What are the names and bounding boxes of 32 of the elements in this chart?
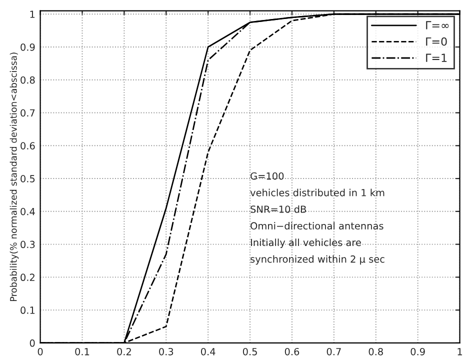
annotation: vehicles distributed in 1 km	[250, 188, 384, 196]
y-tick-label: 0.8	[20, 76, 35, 84]
x-tick-label: 0.6	[284, 348, 300, 356]
x-tick-label: 0.3	[159, 348, 174, 356]
legend-label: Γ=0	[426, 37, 447, 46]
y-tick-label: 0.5	[20, 175, 35, 182]
y-tick-label: 0.2	[20, 274, 34, 282]
legend-label: Γ=∞	[426, 21, 449, 30]
y-tick-label: 0.6	[20, 142, 35, 150]
x-tick-label: 0.5	[242, 348, 257, 356]
x-tick-label: 0.4	[200, 348, 216, 356]
y-tick-label: 0.1	[20, 306, 35, 314]
annotation: synchronized within 2 μ sec	[250, 255, 384, 265]
annotation: Initially all vehicles are	[250, 238, 361, 248]
y-axis-title: Probability(% normalized standard deviation<abscissa)	[10, 52, 19, 302]
x-tick-label: 0.9	[410, 348, 425, 356]
y-tick-label: 0.4	[20, 208, 35, 216]
x-tick-label: 0.1	[75, 348, 90, 356]
y-tick-label: 0.3	[20, 240, 35, 248]
annotation: SNR=10 dB	[250, 205, 306, 213]
x-tick-label: 1	[458, 348, 462, 356]
x-tick-label: 0	[38, 348, 43, 356]
annotation: G=100	[250, 172, 284, 180]
annotation: Omni−directional antennas	[250, 222, 384, 230]
y-tick-label: 1	[30, 10, 35, 18]
x-tick-label: 0.8	[368, 348, 383, 356]
legend-label: Γ=1	[426, 54, 447, 62]
y-tick-label: 0.7	[20, 109, 35, 117]
x-tick-label: 0.7	[326, 348, 341, 356]
y-tick-label: 0.9	[20, 43, 35, 51]
y-tick-label: 0	[30, 339, 35, 347]
x-tick-label: 0.2	[117, 348, 131, 356]
